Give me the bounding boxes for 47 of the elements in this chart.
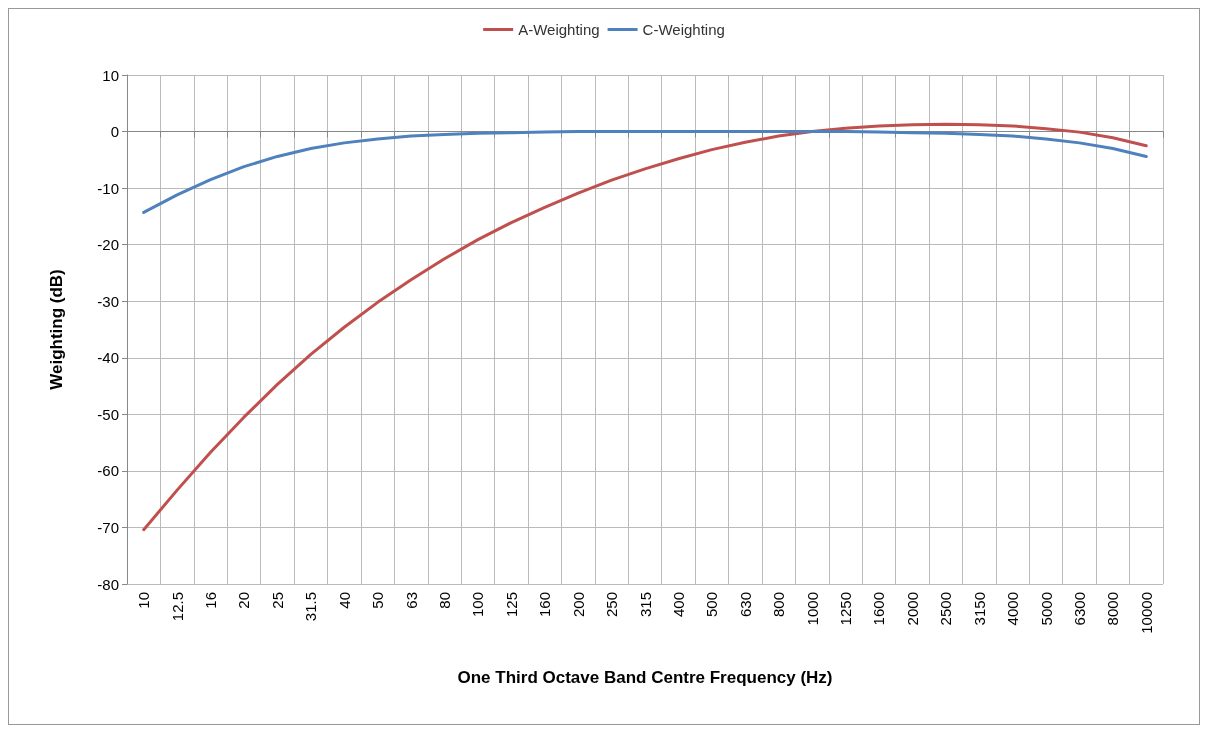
x-tick-label: 10000 [1137, 592, 1155, 634]
legend-label: A-Weighting [518, 21, 600, 38]
x-tick-label: 200 [569, 592, 587, 618]
x-tick-label: 100 [469, 592, 487, 618]
x-tick-label: 125 [502, 592, 520, 618]
x-tick-label: 50 [369, 592, 387, 609]
x-tick-label: 1600 [870, 592, 888, 626]
x-tick-label: 8000 [1104, 592, 1122, 626]
legend-label: C-Weighting [642, 21, 725, 38]
x-tick-label: 25 [268, 592, 286, 609]
y-tick-label: -70 [97, 518, 119, 536]
x-tick-label: 6300 [1070, 592, 1088, 626]
x-tick-label: 63 [402, 592, 420, 609]
x-tick-label: 315 [636, 592, 654, 618]
y-tick-label: -50 [97, 405, 119, 423]
x-tick-label: 1250 [837, 592, 855, 626]
x-tick-label: 2500 [937, 592, 955, 626]
x-tick-label: 3150 [970, 592, 988, 626]
y-tick-label: -60 [97, 462, 119, 480]
line-series [142, 122, 1148, 532]
y-tick-label: -20 [97, 236, 119, 254]
y-tick-label: -10 [97, 179, 119, 197]
x-tick-label: 40 [335, 592, 353, 609]
x-tick-label: 5000 [1037, 592, 1055, 626]
x-tick-label: 16 [202, 592, 220, 609]
x-tick-label: 1000 [803, 592, 821, 626]
y-tick-label: -80 [97, 575, 119, 593]
x-axis-title: One Third Octave Band Centre Frequency (Hz) [457, 668, 833, 687]
x-tick-label: 12.5 [168, 592, 186, 622]
x-tick-label: 31.5 [302, 592, 320, 622]
x-tick-label: 160 [536, 592, 554, 618]
x-tick-label: 10 [135, 592, 153, 609]
x-tick-label: 500 [703, 592, 721, 618]
x-tick-label: 20 [235, 592, 253, 609]
x-tick-label: 400 [669, 592, 687, 618]
y-tick-label: -30 [97, 292, 119, 310]
x-tick-label: 630 [736, 592, 754, 618]
x-tick-label: 4000 [1004, 592, 1022, 626]
y-axis-title: Weighting (dB) [47, 269, 66, 390]
line-series [142, 130, 1148, 214]
x-tick-label: 800 [770, 592, 788, 618]
y-tick-label: 0 [110, 123, 119, 141]
x-tick-label: 2000 [903, 592, 921, 626]
y-tick-label: -40 [97, 349, 119, 367]
x-tick-label: 250 [603, 592, 621, 618]
y-tick-label: 10 [102, 66, 119, 84]
x-tick-label: 80 [435, 592, 453, 609]
